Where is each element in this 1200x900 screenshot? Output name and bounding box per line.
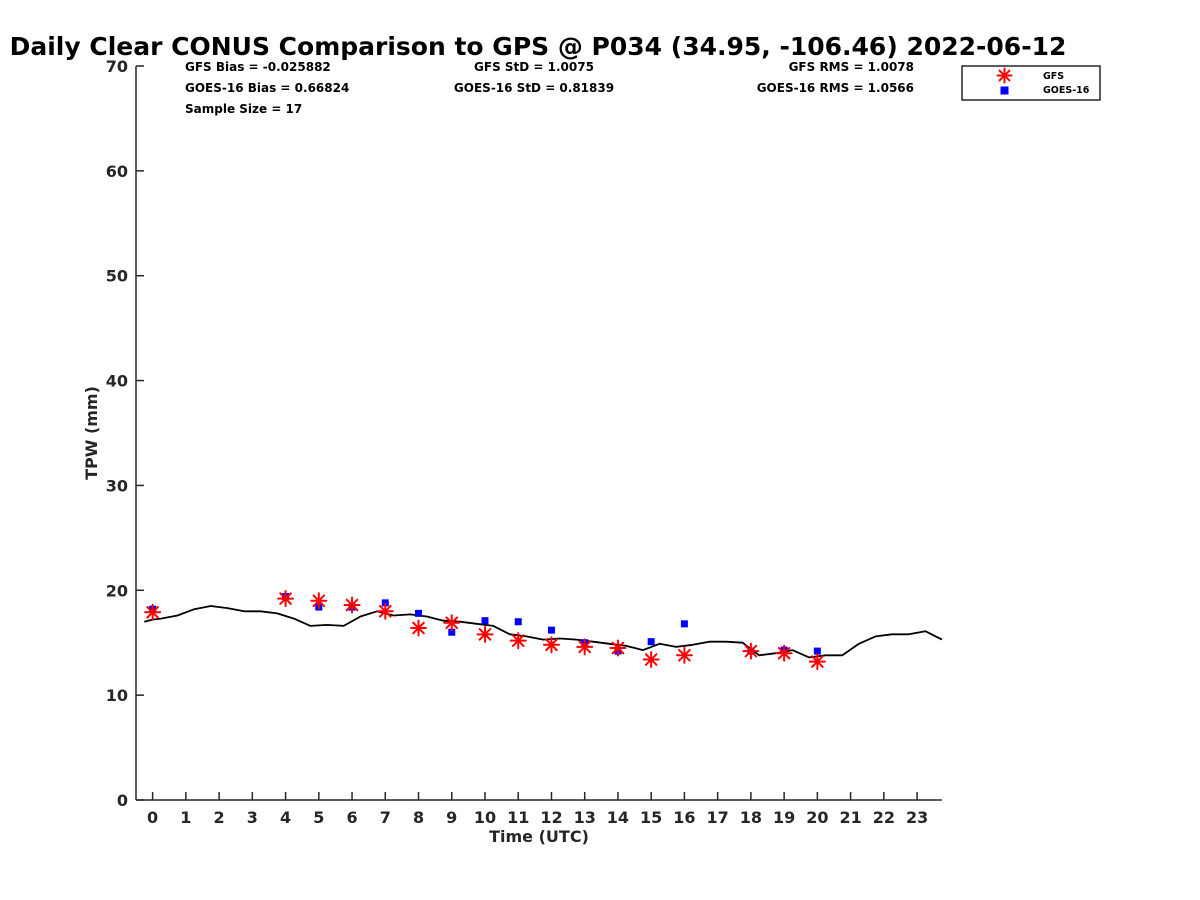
x-tick-label: 18 <box>740 808 762 827</box>
goes-point <box>680 620 688 628</box>
gfs-point <box>642 650 660 668</box>
goes-point <box>813 647 821 655</box>
legend-gfs-marker <box>996 67 1013 84</box>
gfs-point <box>443 614 461 632</box>
x-tick-label: 8 <box>413 808 424 827</box>
x-tick-label: 7 <box>380 808 391 827</box>
x-tick-label: 16 <box>673 808 695 827</box>
legend-gfs-label: GFS <box>1043 71 1064 82</box>
stat-goes-std: GOES-16 StD = 0.81839 <box>454 81 614 95</box>
goes-point <box>481 617 489 625</box>
legend-goes-label: GOES-16 <box>1043 85 1090 96</box>
stat-gfs-std: GFS StD = 1.0075 <box>474 60 594 74</box>
y-tick-label: 10 <box>106 686 128 705</box>
x-tick-label: 11 <box>507 808 529 827</box>
goes-point <box>415 609 423 617</box>
legend: GFS GOES-16 <box>961 65 1101 101</box>
x-tick-label: 9 <box>446 808 457 827</box>
y-tick-label: 40 <box>106 372 128 391</box>
x-tick-label: 22 <box>873 808 895 827</box>
gfs-point <box>144 603 162 621</box>
x-tick-label: 4 <box>280 808 291 827</box>
y-tick-label: 0 <box>117 791 128 810</box>
gfs-point <box>609 639 627 657</box>
x-tick-label: 15 <box>640 808 662 827</box>
x-tick-label: 1 <box>180 808 191 827</box>
gfs-point <box>376 602 394 620</box>
y-tick-label: 60 <box>106 162 128 181</box>
goes-point <box>514 618 522 626</box>
x-tick-label: 10 <box>474 808 496 827</box>
x-tick-label: 17 <box>707 808 729 827</box>
gfs-point <box>343 596 361 614</box>
x-tick-label: 20 <box>806 808 828 827</box>
x-tick-label: 3 <box>247 808 258 827</box>
x-ticks: 0 1 2 3 4 5 6 7 8 9 10 11 12 13 14 15 16 17 18 19 20 21 22 23 <box>147 792 928 827</box>
stat-goes-bias: GOES-16 Bias = 0.66824 <box>185 81 349 95</box>
legend-goes-marker <box>1000 86 1009 95</box>
gfs-point <box>808 653 826 671</box>
goes-point <box>647 638 655 646</box>
stat-sample-size: Sample Size = 17 <box>185 102 302 116</box>
y-tick-label: 50 <box>106 267 128 286</box>
gfs-point <box>742 642 760 660</box>
x-tick-label: 13 <box>574 808 596 827</box>
x-tick-label: 0 <box>147 808 158 827</box>
gfs-point <box>410 619 428 637</box>
gps-line-layer <box>144 605 943 659</box>
stat-goes-rms: GOES-16 RMS = 1.0566 <box>757 81 914 95</box>
x-tick-label: 5 <box>313 808 324 827</box>
y-tick-label: 20 <box>106 581 128 600</box>
x-tick-label: 23 <box>906 808 928 827</box>
gps-line <box>144 605 943 659</box>
x-tick-label: 21 <box>839 808 861 827</box>
axes <box>135 66 942 801</box>
legend-box <box>961 65 1101 101</box>
y-tick-label: 30 <box>106 476 128 495</box>
gfs-point <box>675 646 693 664</box>
stat-gfs-bias: GFS Bias = -0.025882 <box>185 60 331 74</box>
x-tick-label: 12 <box>540 808 562 827</box>
x-tick-label: 19 <box>773 808 795 827</box>
x-tick-label: 6 <box>346 808 357 827</box>
x-tick-label: 14 <box>607 808 629 827</box>
gfs-point <box>277 590 295 608</box>
gfs-point <box>542 636 560 654</box>
y-ticks: 0 10 20 30 40 50 60 70 <box>106 57 144 810</box>
y-axis-label: TPW (mm) <box>82 386 101 480</box>
stat-gfs-rms: GFS RMS = 1.0078 <box>789 60 914 74</box>
chart-title: Daily Clear CONUS Comparison to GPS @ P0… <box>10 32 1067 61</box>
goes-point <box>547 626 555 634</box>
gfs-point <box>476 625 494 643</box>
x-axis-label: Time (UTC) <box>489 827 589 846</box>
y-tick-label: 70 <box>106 57 128 76</box>
goes-point <box>448 628 456 636</box>
gfs-point <box>310 592 328 610</box>
x-tick-label: 2 <box>214 808 225 827</box>
gfs-point <box>576 638 594 656</box>
gfs-point <box>509 632 527 650</box>
markers-layer <box>144 590 826 671</box>
gfs-point <box>775 644 793 662</box>
